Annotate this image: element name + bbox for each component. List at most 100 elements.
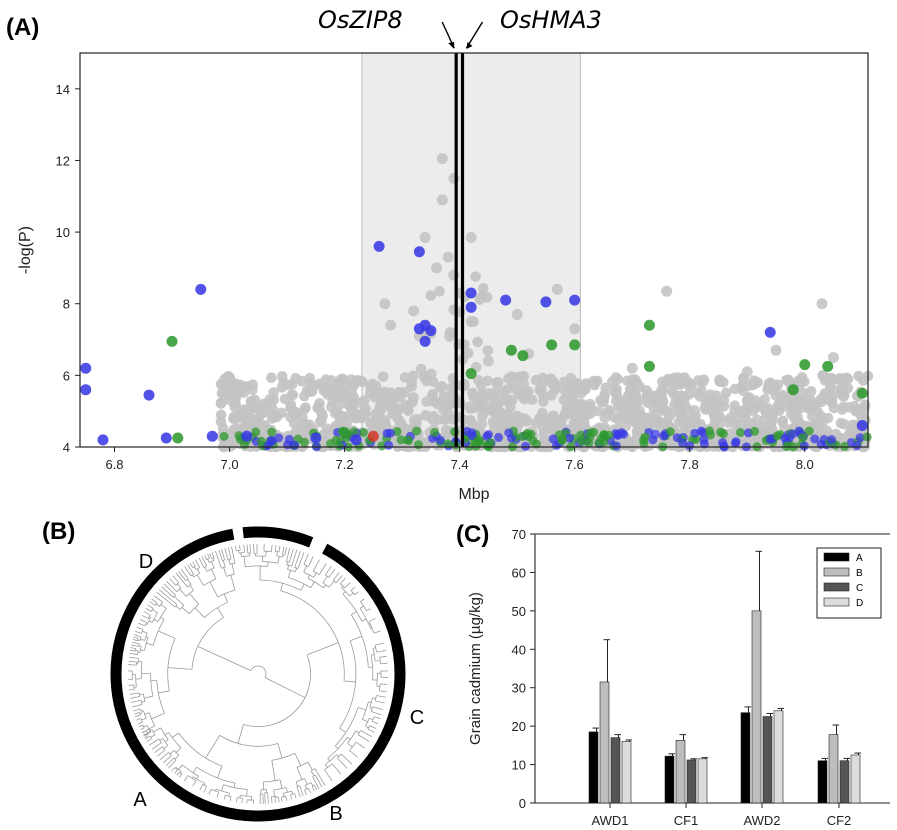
bar-x-tick-label: CF1 — [674, 813, 699, 828]
snp-point — [428, 410, 439, 422]
snp-point — [226, 386, 238, 397]
gray-snp-point — [661, 285, 673, 297]
snp-point — [513, 411, 525, 423]
clade-label-b: B — [329, 803, 342, 825]
snp-point — [794, 426, 804, 436]
green-snp-point — [546, 339, 558, 351]
snp-point — [567, 376, 579, 388]
snp-point — [666, 408, 677, 419]
y-tick-label: 6 — [63, 368, 70, 383]
snp-point — [750, 401, 762, 413]
gray-snp-point — [379, 298, 391, 310]
snp-point — [358, 406, 369, 418]
bar-y-tick-label: 60 — [512, 565, 526, 580]
blue-snp-point — [80, 362, 92, 374]
snp-point — [419, 440, 431, 452]
bar-d-cf1 — [697, 758, 708, 804]
snp-point — [234, 431, 244, 441]
snp-point — [439, 414, 450, 425]
legend-swatch-a — [823, 552, 850, 562]
snp-point — [466, 387, 478, 399]
snp-point — [396, 435, 406, 445]
snp-point — [584, 438, 594, 448]
snp-point — [565, 433, 575, 443]
snp-point — [716, 427, 726, 437]
snp-point — [575, 399, 586, 411]
snp-point — [518, 370, 530, 382]
snp-point — [771, 402, 783, 414]
snp-point — [299, 403, 311, 415]
legend-swatch-c — [823, 582, 850, 592]
snp-point — [404, 435, 414, 445]
snp-point — [276, 371, 288, 382]
bar-d-awd2 — [773, 710, 784, 804]
snp-point — [611, 441, 621, 451]
snp-point — [256, 436, 266, 446]
snp-point — [316, 414, 327, 426]
snp-point — [672, 433, 682, 443]
snp-point — [406, 397, 418, 408]
snp-point — [376, 392, 388, 403]
blue-snp-point — [80, 384, 92, 396]
clade-arc-a — [110, 528, 235, 744]
snp-point — [334, 385, 346, 396]
snp-point — [705, 426, 715, 436]
clade-arc-d — [127, 733, 391, 822]
snp-point — [799, 441, 809, 451]
snp-point — [720, 387, 732, 399]
snp-point — [694, 391, 706, 402]
snp-point — [798, 433, 808, 443]
blue-snp-point — [143, 389, 155, 401]
snp-point — [678, 391, 690, 402]
snp-point — [365, 418, 377, 429]
snp-point — [462, 347, 474, 359]
snp-point — [290, 372, 301, 384]
snp-point — [380, 420, 392, 432]
snp-point — [377, 371, 389, 383]
gray-snp-point — [827, 351, 839, 363]
bar-y-tick-label: 70 — [512, 527, 526, 542]
snp-point — [765, 410, 776, 421]
manhattan-plot: 6.8 7.0 7.2 7.4 7.6 7.8 8.0 4 6 8 10 12 14 Mbp -log(… — [17, 21, 874, 503]
blue-snp-point — [206, 430, 218, 442]
snp-point — [820, 390, 832, 402]
snp-point — [826, 435, 836, 445]
blue-snp-point — [241, 430, 253, 442]
snp-point — [731, 437, 741, 447]
snp-point — [650, 429, 660, 439]
x-axis-label: Mbp — [458, 486, 489, 503]
snp-point — [712, 397, 724, 409]
snp-point — [611, 391, 623, 402]
snp-point — [526, 394, 538, 406]
x-tick-label: 7.4 — [451, 457, 469, 472]
bar-d-cf2 — [850, 754, 861, 804]
snp-point — [804, 426, 814, 436]
snp-point — [240, 418, 251, 430]
snp-point — [483, 388, 495, 399]
bar-a-cf2 — [817, 760, 828, 804]
gray-snp-point — [465, 316, 477, 328]
gray-snp-point — [419, 231, 431, 243]
snp-point — [613, 430, 623, 440]
bar-x-tick-label: AWD1 — [591, 813, 628, 828]
snp-point — [852, 441, 862, 451]
legend-swatch-b — [823, 567, 850, 577]
snp-point — [243, 408, 255, 420]
panel-c-label: (C) — [456, 521, 490, 548]
blue-snp-point — [373, 240, 385, 252]
gray-snp-point — [816, 298, 828, 310]
snp-point — [444, 331, 455, 342]
snp-point — [266, 413, 278, 424]
bar-c-cf2 — [839, 760, 850, 804]
snp-point — [387, 408, 398, 420]
snp-point — [312, 402, 323, 414]
snp-point — [806, 411, 818, 422]
snp-point — [425, 290, 437, 301]
bar-d-awd1 — [621, 741, 632, 804]
snp-point — [559, 409, 571, 421]
bar-a-cf1 — [664, 755, 675, 804]
snp-point — [476, 418, 488, 430]
snp-point — [543, 375, 555, 387]
green-snp-point — [517, 350, 529, 362]
snp-point — [218, 387, 229, 399]
